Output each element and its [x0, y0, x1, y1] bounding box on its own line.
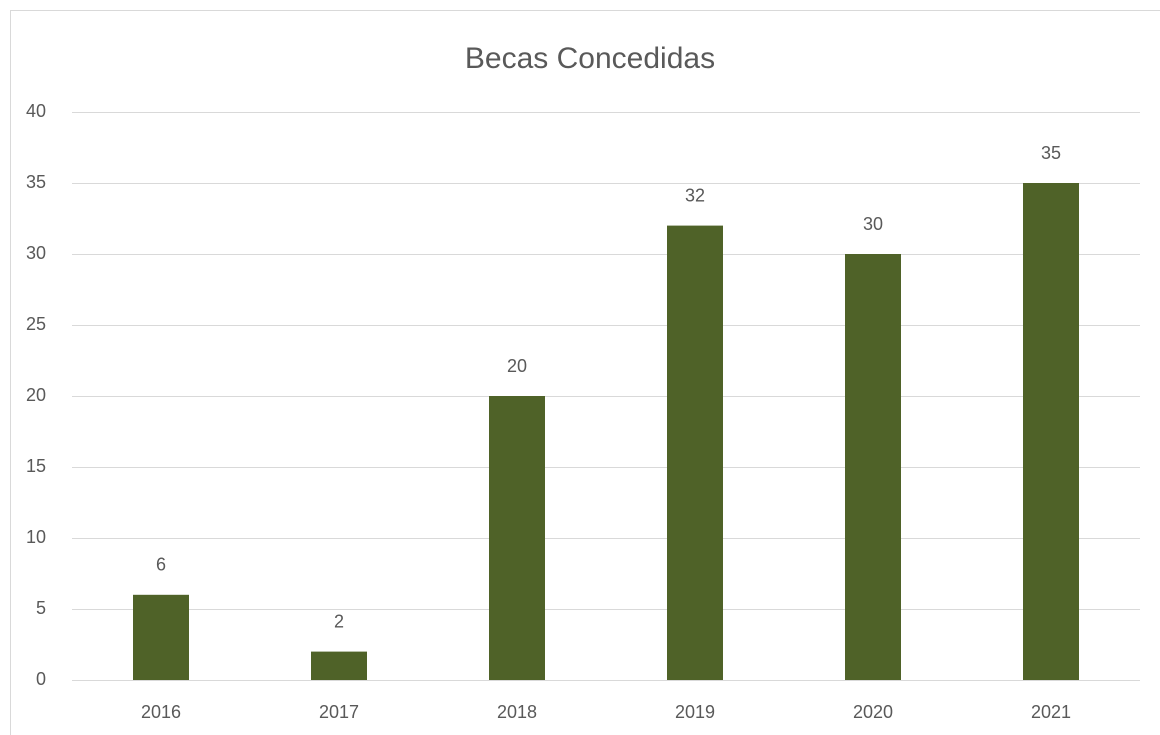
y-tick-label: 5: [36, 598, 46, 618]
y-tick-label: 20: [26, 385, 46, 405]
data-label: 20: [507, 356, 527, 376]
y-tick-label: 0: [36, 669, 46, 689]
y-tick-label: 40: [26, 101, 46, 121]
data-label: 30: [863, 214, 883, 234]
y-tick-label: 35: [26, 172, 46, 192]
x-tick-label: 2021: [1031, 702, 1071, 722]
y-tick-label: 10: [26, 527, 46, 547]
bar: [311, 651, 367, 680]
data-label: 6: [156, 555, 166, 575]
x-tick-label: 2017: [319, 702, 359, 722]
bar: [845, 254, 901, 680]
data-label: 35: [1041, 143, 1061, 163]
y-tick-label: 15: [26, 456, 46, 476]
y-tick-label: 30: [26, 243, 46, 263]
bar: [489, 396, 545, 680]
x-tick-label: 2018: [497, 702, 537, 722]
x-tick-label: 2016: [141, 702, 181, 722]
y-tick-label: 25: [26, 314, 46, 334]
chart-title: Becas Concedidas: [465, 42, 715, 75]
data-label: 2: [334, 611, 344, 631]
data-label: 32: [685, 185, 705, 205]
bar: [667, 225, 723, 680]
chart-border: [10, 10, 1160, 735]
bar: [1023, 183, 1079, 680]
x-tick-label: 2020: [853, 702, 893, 722]
bar: [133, 594, 189, 680]
x-tick-label: 2019: [675, 702, 715, 722]
